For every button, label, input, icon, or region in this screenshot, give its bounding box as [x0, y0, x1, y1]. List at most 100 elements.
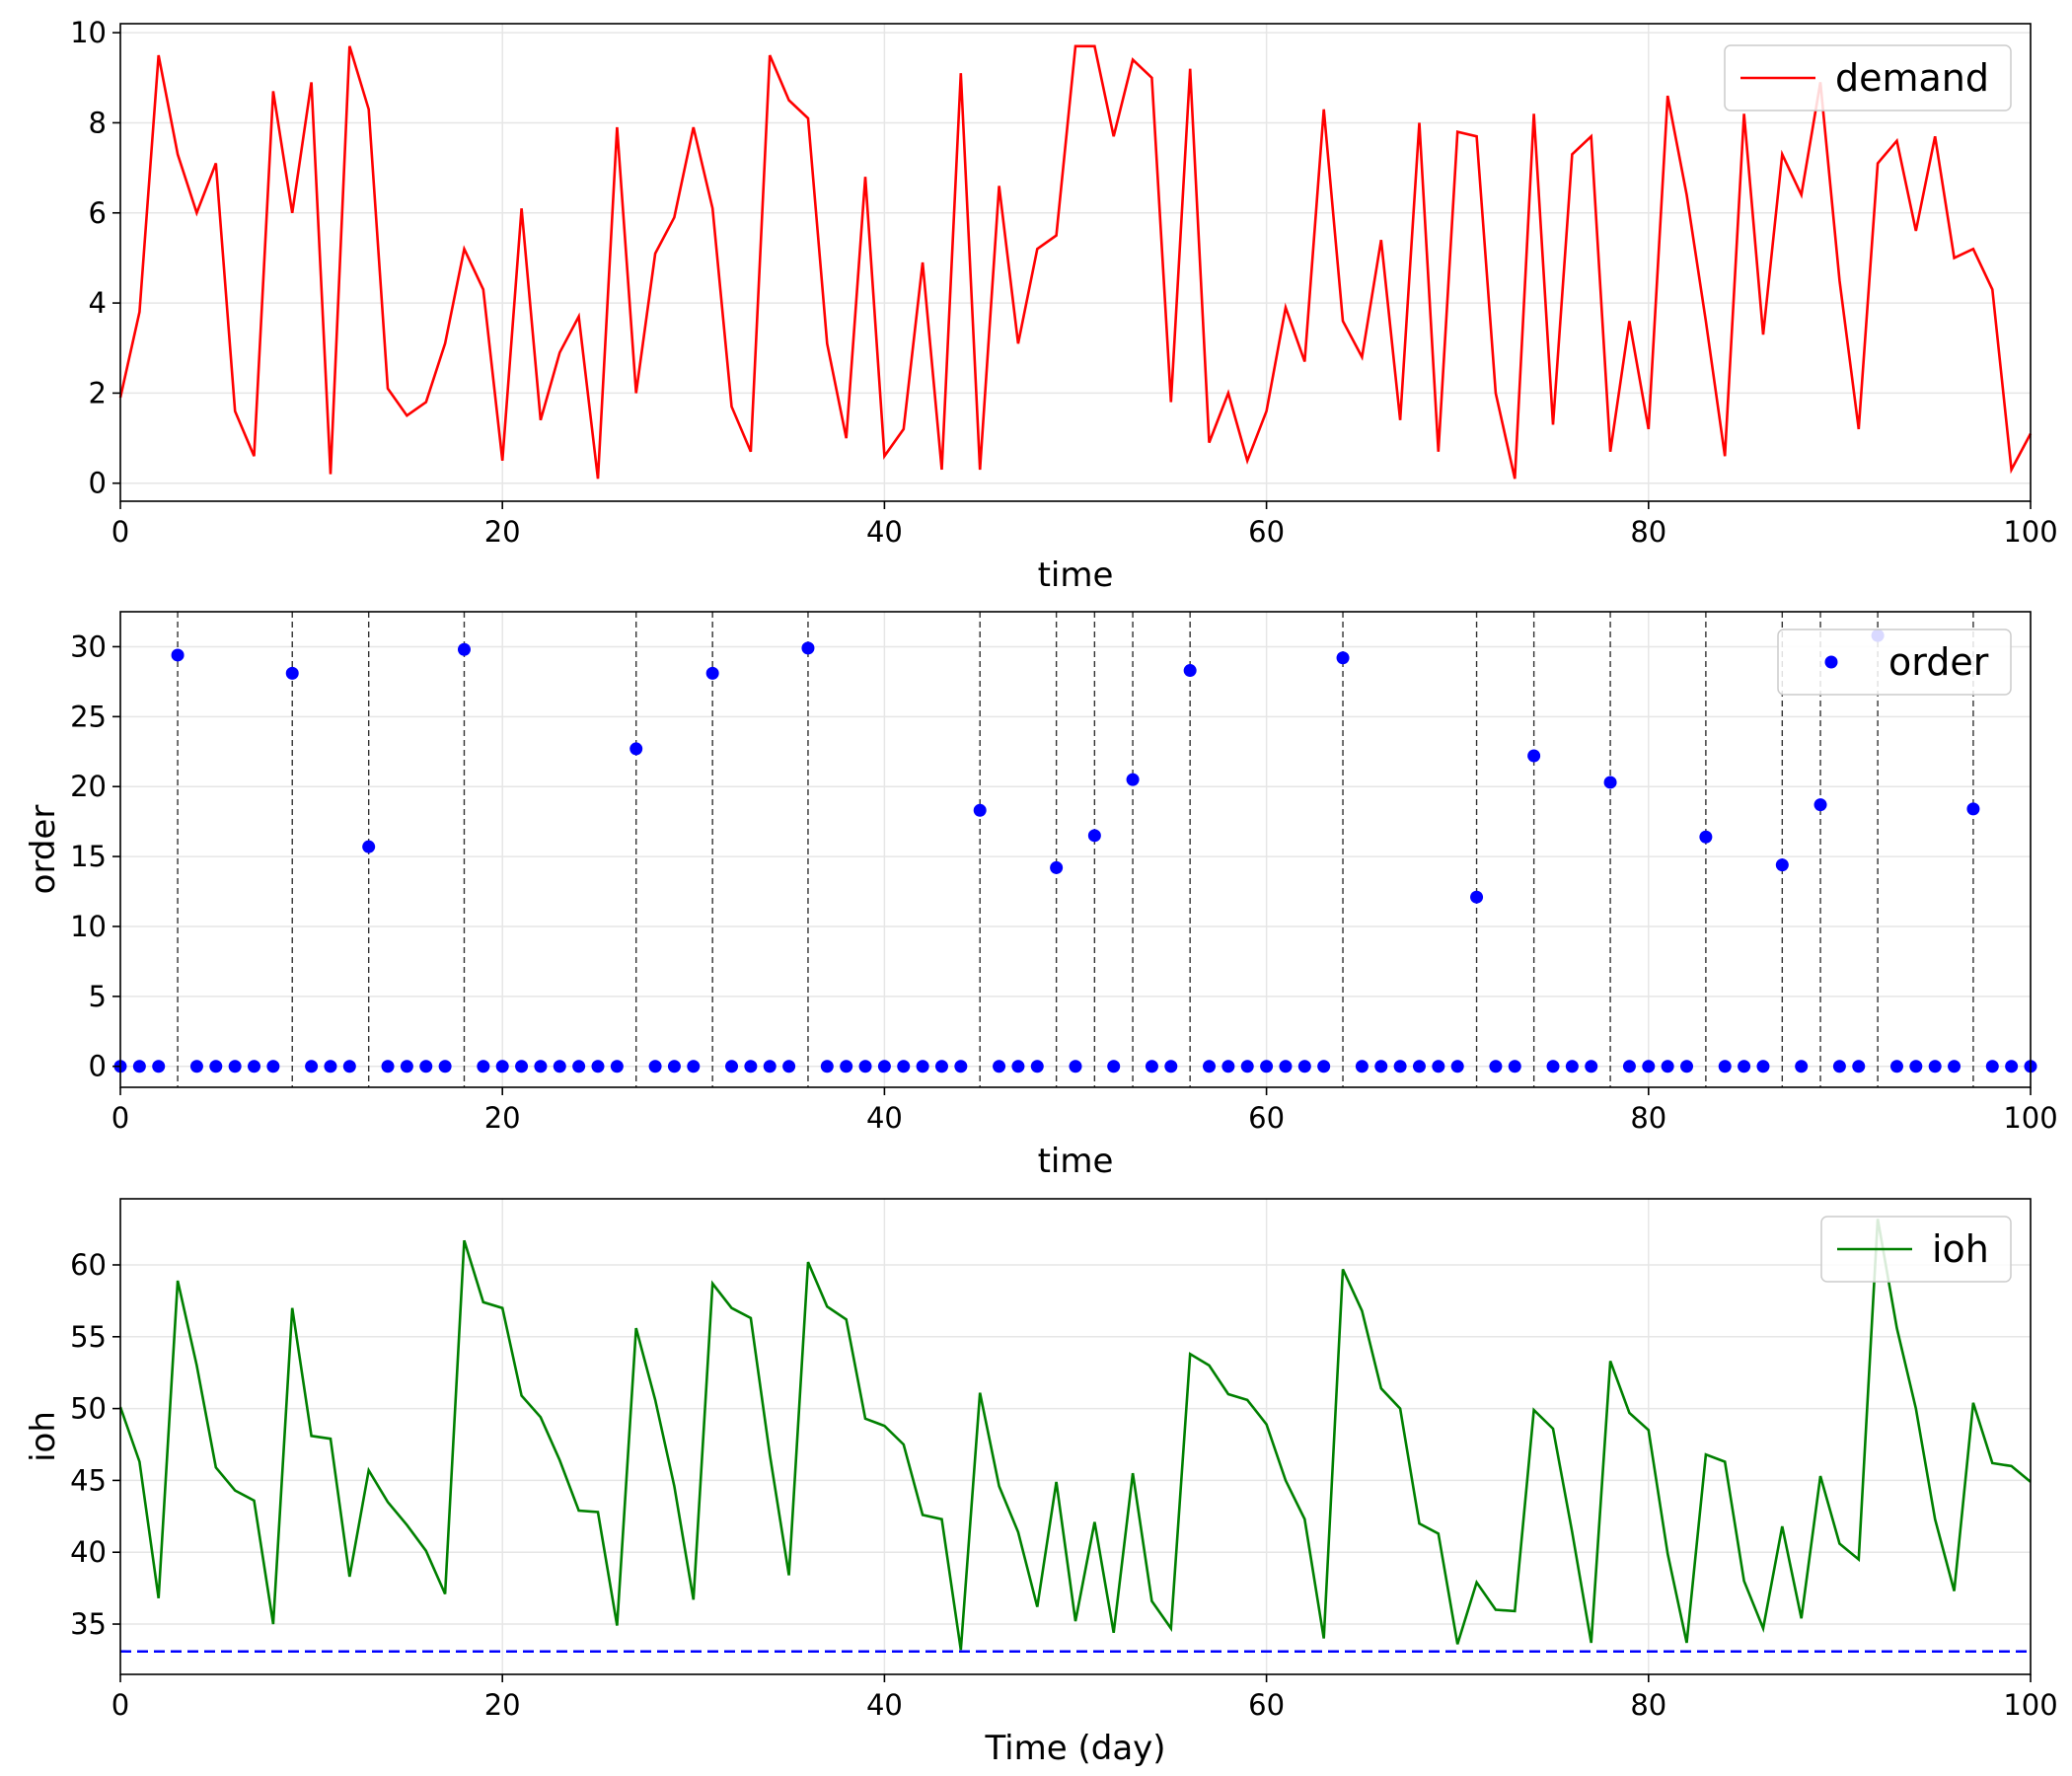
order-point [1909, 1060, 1923, 1073]
order-point [1718, 1060, 1732, 1073]
order-point [1813, 798, 1827, 812]
order-point [840, 1060, 853, 1073]
order-point [1107, 1060, 1121, 1073]
plot-area [120, 612, 2031, 1087]
order-point [1221, 1060, 1235, 1073]
x-axis-label: Time (day) [984, 1729, 1165, 1768]
order-point [629, 742, 643, 756]
y-tick-label: 35 [70, 1607, 107, 1641]
order-point [2005, 1060, 2019, 1073]
order-point [477, 1060, 490, 1073]
order-point [342, 1060, 356, 1073]
x-tick-label: 40 [866, 1688, 903, 1722]
order-point [1622, 1060, 1636, 1073]
demand-line [118, 44, 2033, 480]
order-point [1661, 1060, 1674, 1073]
x-tick-label: 40 [866, 515, 903, 549]
order-point [438, 1060, 452, 1073]
legend-box [1820, 1216, 2012, 1283]
x-tick-label: 60 [1248, 1101, 1285, 1135]
order-point [285, 666, 299, 680]
order-point [1699, 830, 1713, 844]
x-tick-label: 0 [111, 515, 129, 549]
axes-frame [119, 23, 2032, 502]
y-tick-label: 6 [89, 196, 107, 230]
order-point [1087, 829, 1101, 843]
legend: ioh [1820, 1216, 2012, 1283]
order-point [1164, 1060, 1178, 1073]
x-tick-label: 60 [1248, 515, 1285, 549]
y-tick-label: 25 [70, 700, 107, 733]
order-point [1680, 1060, 1694, 1073]
y-tick-label: 60 [70, 1248, 107, 1282]
order-point [858, 1060, 872, 1073]
order-point [1126, 773, 1140, 786]
order-point [1642, 1060, 1656, 1073]
order-point [1297, 1060, 1311, 1073]
order-point [725, 1060, 739, 1073]
order-point [553, 1060, 566, 1073]
order-point [495, 1060, 509, 1073]
order-point [1489, 1060, 1503, 1073]
legend-label: demand [1835, 56, 1989, 100]
ioh-line [118, 1219, 2032, 1651]
order-point [1527, 749, 1541, 763]
y-tick-label: 8 [89, 106, 107, 139]
x-tick-label: 20 [484, 515, 521, 549]
x-tick-label: 100 [2003, 1101, 2057, 1135]
order-point [1928, 1060, 1942, 1073]
order-point [1585, 1060, 1598, 1073]
order-point [744, 1060, 758, 1073]
order-point [954, 1060, 968, 1073]
order-point [1852, 1060, 1866, 1073]
order-point [1508, 1060, 1521, 1073]
order-point [1355, 1060, 1369, 1073]
order-point [801, 641, 815, 655]
order-point [1203, 1060, 1217, 1073]
x-tick-label: 100 [2003, 1688, 2057, 1722]
order-point [934, 1060, 948, 1073]
order-point [1756, 1060, 1770, 1073]
order-point [591, 1060, 605, 1073]
order-point [1374, 1060, 1388, 1073]
order-point [209, 1060, 223, 1073]
x-tick-label: 60 [1248, 1688, 1285, 1722]
order-point [1145, 1060, 1158, 1073]
order-point [1336, 651, 1350, 665]
order-point [362, 840, 376, 853]
legend: demand [1724, 44, 2012, 111]
y-tick-label: 2 [89, 376, 107, 409]
order-point [782, 1060, 796, 1073]
order-point [1889, 1060, 1903, 1073]
order-point [763, 1060, 777, 1073]
order-point [705, 666, 719, 680]
y-tick-label: 0 [89, 1050, 107, 1083]
order-point [1011, 1060, 1025, 1073]
order-point [534, 1060, 548, 1073]
legend-box [1724, 44, 2012, 111]
order-point [515, 1060, 529, 1073]
demand-panel: 0 20 40 60 80 100 0 2 4 6 8 10 time demand [70, 16, 2058, 595]
order-point [877, 1060, 891, 1073]
order-point [1450, 1060, 1464, 1073]
ioh-panel: 0 20 40 60 80 100 35 40 45 50 55 60 Time (day) ioh ioh [24, 1198, 2058, 1768]
x-tick-label: 80 [1630, 1688, 1666, 1722]
order-point [1412, 1060, 1426, 1073]
order-point [1240, 1060, 1254, 1073]
x-tick-label: 40 [866, 1101, 903, 1135]
order-point [1948, 1060, 1961, 1073]
x-tick-label: 0 [111, 1688, 129, 1722]
legend-label: ioh [1932, 1227, 1989, 1271]
order-point [1260, 1060, 1274, 1073]
y-axis-label: order [24, 805, 63, 895]
x-tick-label: 0 [111, 1101, 129, 1135]
y-tick-label: 10 [70, 910, 107, 943]
order-point [667, 1060, 681, 1073]
y-tick-label: 4 [89, 286, 107, 320]
order-point [1985, 1060, 1999, 1073]
legend-label: order [1888, 640, 1989, 684]
order-point [1069, 1060, 1082, 1073]
order-point [916, 1060, 929, 1073]
x-tick-label: 20 [484, 1101, 521, 1135]
